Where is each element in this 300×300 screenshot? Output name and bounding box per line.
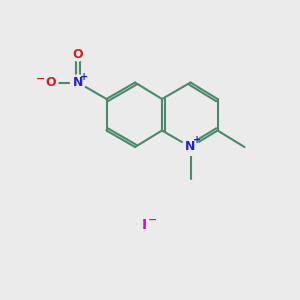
Text: −: − bbox=[148, 214, 157, 225]
Text: −: − bbox=[36, 74, 45, 84]
Circle shape bbox=[182, 139, 199, 155]
Text: N: N bbox=[73, 76, 83, 89]
Text: I: I bbox=[141, 218, 147, 232]
Circle shape bbox=[44, 76, 58, 89]
Text: O: O bbox=[46, 76, 56, 89]
Circle shape bbox=[71, 47, 85, 61]
Text: O: O bbox=[73, 47, 83, 61]
Text: N: N bbox=[185, 140, 196, 154]
Circle shape bbox=[138, 219, 150, 231]
Text: +: + bbox=[80, 71, 88, 82]
Circle shape bbox=[70, 75, 86, 90]
Text: +: + bbox=[193, 135, 201, 146]
